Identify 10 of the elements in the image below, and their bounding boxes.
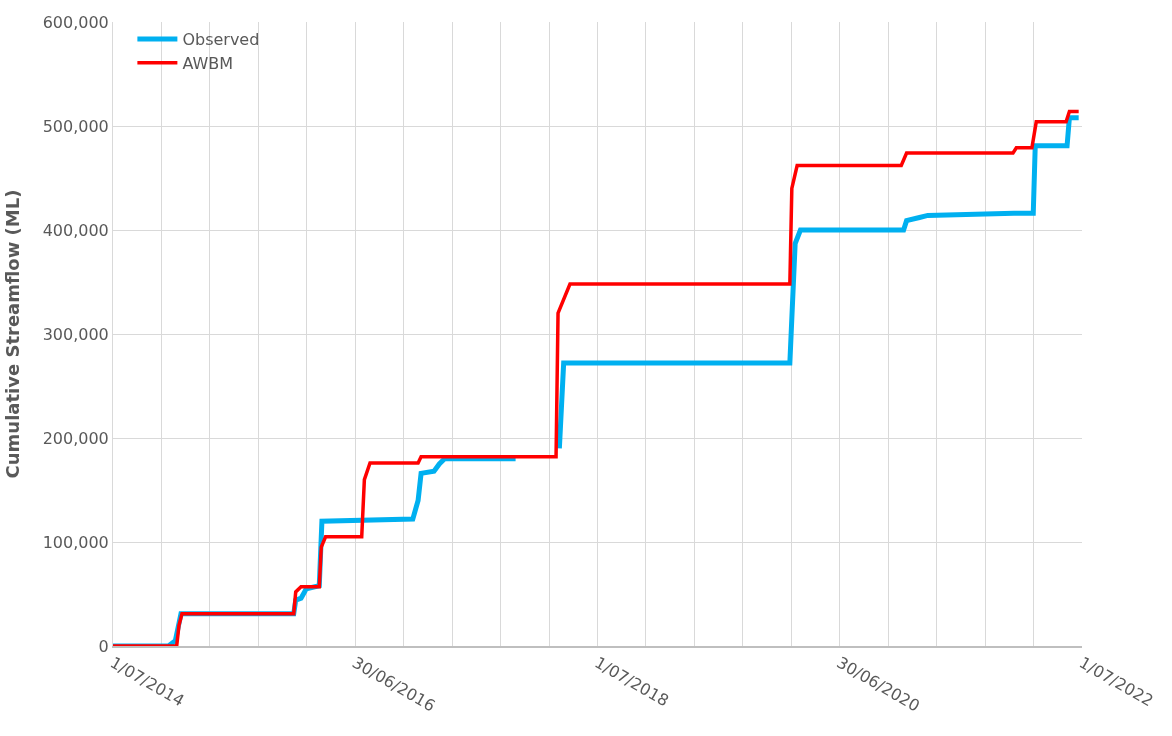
- legend-label: Observed: [182, 30, 260, 50]
- y-tick-label: 600,000: [42, 12, 109, 32]
- y-tick-label: 300,000: [42, 324, 109, 344]
- legend-label: AWBM: [182, 53, 234, 73]
- y-tick-label: 500,000: [42, 116, 109, 136]
- y-tick-label: 200,000: [42, 428, 109, 448]
- y-tick-label: 0: [98, 636, 109, 656]
- y-tick-label: 400,000: [42, 220, 109, 240]
- y-tick-label: 100,000: [42, 532, 109, 552]
- y-axis-title: Cumulative Streamflow (ML): [1, 189, 23, 479]
